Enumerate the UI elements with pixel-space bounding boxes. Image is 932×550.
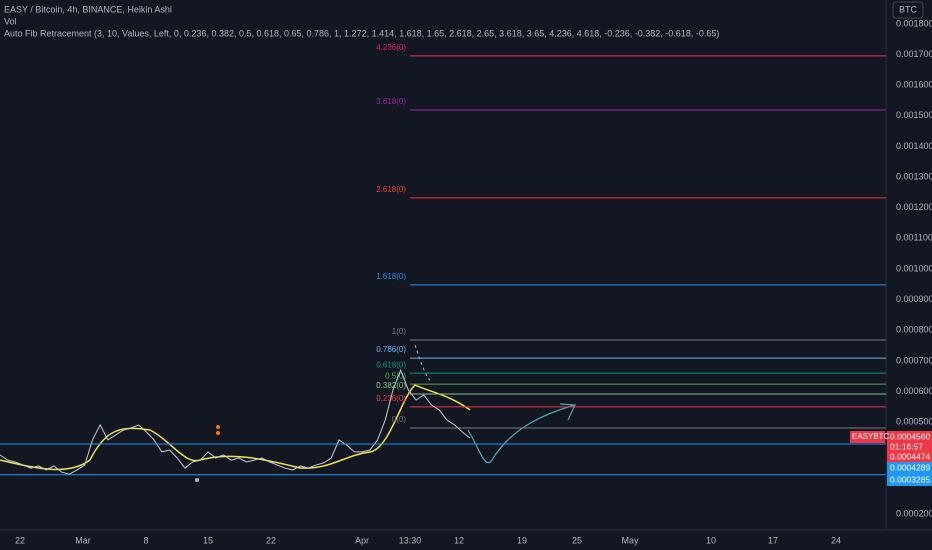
countdown-tag — [887, 441, 932, 453]
fib-label: 1.618(0) — [376, 272, 406, 281]
x-tick-label: 15 — [203, 535, 213, 545]
price-tag-label: 0.0004560 — [890, 431, 930, 441]
marker — [195, 478, 199, 482]
fib-label: 4.236(0) — [376, 43, 406, 52]
x-tick-label: 10 — [706, 535, 716, 545]
symbol-tag-label: EASYBTC — [852, 432, 890, 441]
projection — [414, 344, 431, 381]
countdown: 01:16:57 — [890, 441, 923, 451]
currency-label[interactable]: BTC — [899, 4, 918, 14]
marker — [216, 425, 220, 429]
x-tick-label: Mar — [75, 535, 91, 545]
fib-label: 0.382(0) — [376, 381, 406, 390]
fib-label: 0.618(0) — [376, 360, 406, 369]
chart-title: EASY / Bitcoin, 4h, BINANCE, Heikin Ashi — [4, 4, 172, 14]
symbol-tag — [850, 431, 885, 443]
x-tick-label: 17 — [768, 535, 778, 545]
price-tag-label: 0.0003285 — [890, 474, 930, 484]
fib-label: 0(0) — [392, 415, 407, 424]
x-tick-label: 12 — [454, 535, 464, 545]
y-tick-label: 0.0002000 — [896, 508, 932, 518]
fib-label: 0.5(0) — [385, 371, 406, 380]
x-tick-label: 19 — [517, 535, 527, 545]
fib-label: 0.786(0) — [376, 345, 406, 354]
x-tick-label: 25 — [572, 535, 582, 545]
x-tick-label: 22 — [266, 535, 276, 545]
fib-label: 2.618(0) — [376, 185, 406, 194]
volume-label: Vol — [4, 16, 17, 26]
x-tick-label: 13:30 — [399, 535, 422, 545]
fib-label: 3.618(0) — [376, 97, 406, 106]
arrow-drawing — [467, 403, 577, 464]
x-tick-label: May — [621, 535, 639, 545]
price-tag — [887, 451, 932, 463]
price-tag-label: 0.0004289 — [890, 462, 930, 472]
x-tick-label: 8 — [143, 535, 148, 545]
marker — [216, 431, 220, 435]
price-tag — [887, 474, 932, 486]
x-tick-label: 24 — [831, 535, 841, 545]
x-tick-label: 22 — [15, 535, 25, 545]
price-tag — [887, 431, 932, 443]
currency-button[interactable] — [892, 1, 924, 19]
fib-label: 1(0) — [392, 327, 407, 336]
price-line — [0, 368, 471, 475]
moving-average — [0, 384, 471, 471]
indicator-label: Auto Fib Retracement (3, 10, Values, Lef… — [4, 28, 719, 38]
price-tag — [887, 462, 932, 474]
price-tag-label: 0.0004474 — [890, 451, 930, 461]
x-tick-label: Apr — [355, 535, 369, 545]
